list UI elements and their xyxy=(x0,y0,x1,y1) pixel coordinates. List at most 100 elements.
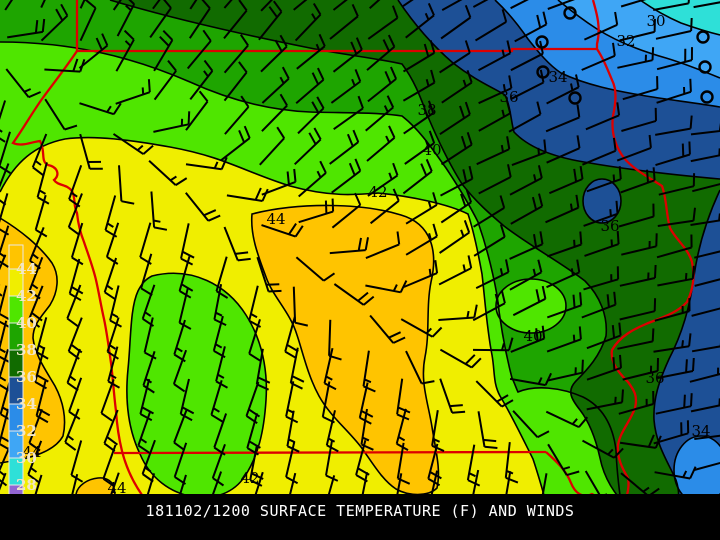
wind-barb xyxy=(362,350,376,393)
wind-barb xyxy=(439,101,471,136)
calm-wind-stations xyxy=(535,6,714,105)
wind-barb xyxy=(653,420,690,445)
contour-label: 34 xyxy=(691,422,710,440)
wind-barb xyxy=(438,304,478,321)
wind-barb xyxy=(617,47,655,69)
wind-barb xyxy=(331,192,362,229)
wind-barb xyxy=(261,66,290,104)
contour-label: 42 xyxy=(240,469,259,487)
wind-barb xyxy=(546,359,584,382)
wind-barb xyxy=(185,90,209,131)
wind-barb xyxy=(621,107,657,132)
wind-barb xyxy=(102,444,117,488)
wind-barb xyxy=(292,286,309,327)
wind-barb xyxy=(4,0,14,11)
wind-barb xyxy=(693,461,720,472)
wind-barb xyxy=(585,102,621,131)
wind-barb xyxy=(512,410,550,439)
wind-barb xyxy=(261,223,304,238)
wind-barb xyxy=(223,226,251,262)
contour-label: 40 xyxy=(523,327,542,345)
wind-barb xyxy=(210,380,224,423)
wind-barb xyxy=(618,390,655,415)
wind-barb xyxy=(545,194,580,224)
wind-barb xyxy=(619,264,657,287)
wind-barb xyxy=(439,40,471,74)
wind-barb xyxy=(584,231,620,257)
caption-bar xyxy=(0,494,720,540)
wind-barb xyxy=(478,100,512,132)
wind-barb xyxy=(298,160,327,198)
wind-barb xyxy=(365,280,408,294)
calm-wind-station xyxy=(698,60,712,74)
wind-barb xyxy=(403,100,435,135)
wind-barb xyxy=(583,11,619,41)
wind-barb xyxy=(367,66,398,103)
caption-text: 181102/1200 SURFACE TEMPERATURE (F) AND … xyxy=(146,502,575,520)
wind-barb xyxy=(28,285,44,328)
wind-barb xyxy=(404,130,436,165)
wind-barb xyxy=(510,69,545,100)
color-scale-tick-label: 38 xyxy=(16,341,37,359)
wind-barb xyxy=(185,192,221,222)
wind-barb xyxy=(331,158,362,194)
wind-barb xyxy=(116,0,136,37)
wind-barb xyxy=(509,165,543,196)
wind-barb xyxy=(475,380,514,408)
wind-barb xyxy=(441,69,473,104)
border-north xyxy=(77,47,597,53)
wind-barb xyxy=(223,34,249,74)
wind-barb xyxy=(329,129,360,165)
contour-label: 30 xyxy=(646,12,665,30)
wind-barb xyxy=(367,162,399,197)
wind-barb xyxy=(178,287,192,330)
wind-barb xyxy=(186,29,212,70)
wind-barb xyxy=(586,389,624,411)
wind-barb xyxy=(64,408,80,451)
wind-barb xyxy=(366,34,396,71)
wind-barb xyxy=(438,255,473,286)
wind-barb xyxy=(477,411,498,449)
wind-barb xyxy=(366,125,396,162)
wind-barb xyxy=(694,250,720,259)
wind-barb xyxy=(694,278,720,287)
wind-barb xyxy=(510,325,546,353)
wind-barb xyxy=(509,231,544,260)
wind-barb xyxy=(656,234,693,259)
wind-barb xyxy=(297,96,325,135)
contour-label: 40 xyxy=(422,141,441,159)
wind-barb xyxy=(79,0,97,42)
wind-barb xyxy=(508,101,542,133)
wind-barb xyxy=(472,290,506,322)
wind-barb xyxy=(619,18,656,42)
wind-barb xyxy=(581,291,617,319)
contour-label: 36 xyxy=(645,369,664,387)
wind-barb xyxy=(258,0,283,41)
contour-label: 42 xyxy=(368,183,387,201)
wind-barb xyxy=(223,0,248,40)
wind-barb xyxy=(298,198,335,224)
wind-barb xyxy=(296,33,326,70)
wind-barb xyxy=(403,260,439,288)
wind-barb xyxy=(405,223,438,256)
calm-wind-station xyxy=(568,91,582,105)
wind-barb xyxy=(0,100,7,143)
wind-barb xyxy=(509,259,543,291)
wind-barb xyxy=(546,74,580,105)
wind-barb xyxy=(293,0,308,11)
wind-barb xyxy=(261,168,297,196)
wind-barb xyxy=(586,166,622,193)
wind-barb xyxy=(545,410,589,429)
wind-barb xyxy=(0,131,11,174)
contour-label: 44 xyxy=(22,443,41,461)
wind-barb xyxy=(7,18,46,39)
wind-barb xyxy=(294,127,322,166)
wind-barb xyxy=(657,265,695,287)
wind-barb xyxy=(294,2,322,42)
wind-barb xyxy=(546,259,581,289)
wind-barb xyxy=(439,348,482,369)
wind-barb xyxy=(295,256,336,282)
wind-barb xyxy=(79,133,103,170)
contour-label: 32 xyxy=(616,32,635,50)
color-scale-tick-label: 36 xyxy=(16,368,37,386)
